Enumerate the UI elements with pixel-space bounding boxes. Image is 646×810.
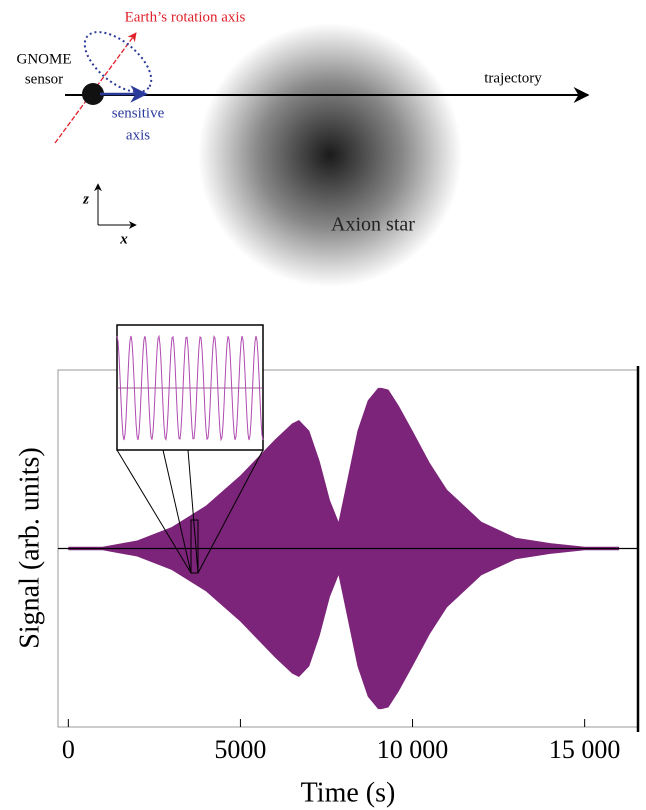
- signal-envelope-upper: [68, 387, 620, 549]
- signal-envelope-lower: [68, 548, 620, 710]
- sensitive-label: sensitive: [112, 105, 165, 121]
- zoom-box: [190, 519, 199, 574]
- zoom-line: [197, 449, 264, 574]
- trajectory-label: trajectory: [484, 70, 542, 86]
- plot: [57, 366, 640, 732]
- inset-wave: [116, 334, 264, 442]
- y-axis-label: Signal (arb. units): [14, 447, 45, 648]
- star-label: Axion star: [331, 214, 415, 236]
- zoom-line: [162, 449, 192, 574]
- inset: [116, 324, 264, 574]
- sensor-label: GNOME: [17, 51, 72, 67]
- axion-star: [198, 23, 462, 287]
- zoom-line: [187, 449, 199, 574]
- sensor-label: sensor: [25, 71, 63, 87]
- x-tick-label: 15 000: [549, 735, 621, 764]
- x-tick-label: 0: [62, 735, 75, 764]
- x-label: x: [119, 231, 128, 247]
- zoom-line: [116, 449, 192, 574]
- rotation-label: Earth’s rotation axis: [125, 9, 246, 25]
- sensor: [82, 83, 104, 105]
- rotation-axis: [54, 32, 137, 144]
- x-tick-label: 5000: [214, 735, 266, 764]
- z-label: z: [82, 191, 89, 207]
- x-axis-label: Time (s): [301, 777, 396, 808]
- diagram: Earth’s rotation axis GNOME sensor sensi…: [17, 9, 590, 287]
- sensitive-label: axis: [126, 127, 150, 143]
- x-tick-label: 10 000: [377, 735, 449, 764]
